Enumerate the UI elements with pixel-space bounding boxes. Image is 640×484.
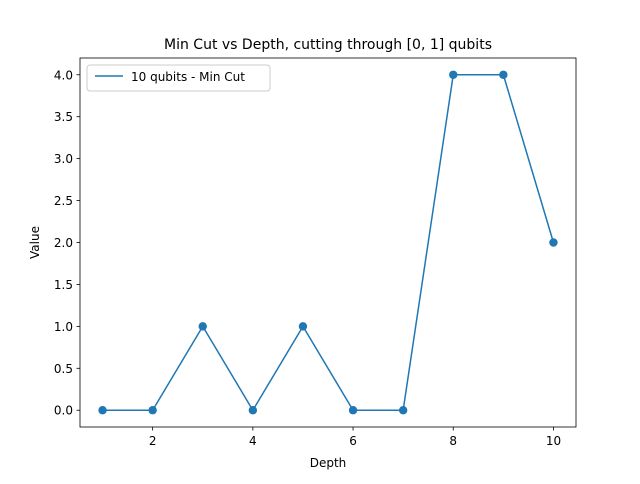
data-point [198, 322, 207, 331]
x-axis-label: Depth [310, 456, 347, 470]
y-tick-label: 3.0 [54, 152, 73, 166]
y-tick-label: 2.5 [54, 194, 73, 208]
x-tick-label: 2 [149, 434, 157, 448]
chart-title: Min Cut vs Depth, cutting through [0, 1]… [164, 37, 492, 53]
x-tick-label: 4 [249, 434, 257, 448]
plot-area [98, 70, 558, 415]
data-point [298, 322, 308, 331]
data-point [499, 70, 508, 79]
data-point [449, 70, 458, 79]
data-point [398, 406, 408, 415]
legend: 10 qubits - Min Cut [86, 64, 271, 92]
x-tick-label: 6 [349, 434, 357, 448]
y-tick-label: 4.0 [54, 68, 73, 82]
legend-box [86, 64, 271, 92]
y-tick-label: 2.0 [54, 236, 73, 250]
x-tick-label: 10 [546, 434, 561, 448]
data-point [348, 406, 358, 415]
legend-label: 10 qubits - Min Cut [131, 70, 245, 84]
data-point [248, 406, 258, 415]
axis-ticks: 2 4 6 8 10 0.0 0.5 1.0 1.5 2.0 2.5 3.0 3.5 4.0 [54, 68, 561, 448]
y-tick-label: 0.5 [54, 362, 73, 376]
data-point [148, 406, 157, 415]
y-tick-label: 1.5 [54, 278, 73, 292]
y-tick-label: 1.0 [54, 320, 73, 334]
data-point [98, 406, 107, 415]
series-line [102, 74, 555, 411]
data-point [549, 238, 558, 247]
x-tick-label: 8 [449, 434, 457, 448]
y-tick-label: 0.0 [54, 404, 73, 418]
y-tick-label: 3.5 [54, 110, 73, 124]
y-axis-label: Value [28, 226, 42, 259]
